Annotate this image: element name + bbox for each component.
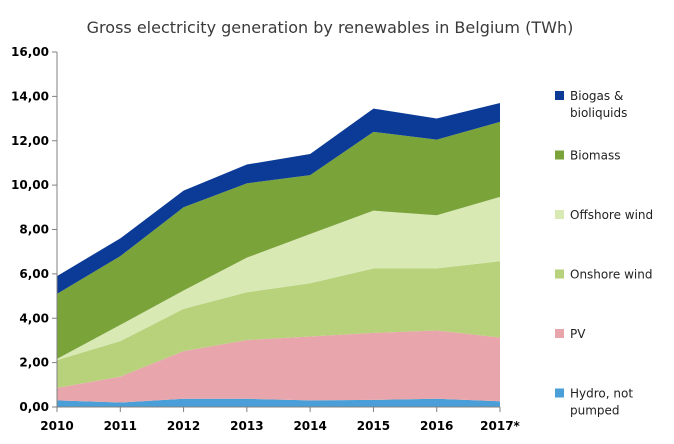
legend-label: Onshore wind (570, 268, 653, 282)
legend-item-hydro-not-pumped: Hydro, not pumped (555, 387, 633, 418)
y-axis-ticks: 0,00 2,00 4,00 6,00 8,00 10,00 12,00 14,00 16,00 (11, 45, 57, 414)
legend-label: Offshore wind (570, 208, 653, 222)
legend-swatch (555, 388, 564, 398)
x-tick-label: 2013 (230, 419, 263, 433)
legend-label: Hydro, not pumped (570, 387, 633, 418)
legend-label: PV (570, 327, 586, 341)
legend-item-biomass: Biomass (555, 149, 620, 163)
x-axis-ticks: 2010 2011 2012 2013 2014 2015 2016 2017* (40, 407, 521, 433)
area-onshore-wind (57, 261, 500, 388)
legend-swatch (555, 329, 564, 338)
legend-item-onshore-wind: Onshore wind (555, 268, 653, 282)
legend-swatch (555, 269, 564, 279)
legend-label-line: PV (570, 327, 586, 341)
x-tick-label: 2014 (293, 419, 326, 433)
legend-label-line: Biogas & (570, 89, 623, 103)
y-tick-label: 14,00 (11, 89, 49, 103)
legend-label: Biogas & bioliquids (570, 89, 627, 120)
legend-label-line: Offshore wind (570, 208, 653, 222)
legend-label-line: pumped (570, 404, 620, 418)
legend-label: Biomass (570, 149, 620, 163)
y-tick-label: 6,00 (19, 267, 49, 281)
x-tick-label: 2016 (420, 419, 453, 433)
chart-title: Gross electricity generation by renewabl… (87, 18, 574, 37)
area-pv (57, 330, 500, 403)
y-tick-label: 0,00 (19, 400, 49, 414)
y-tick-label: 8,00 (19, 223, 49, 237)
y-tick-label: 12,00 (11, 134, 49, 148)
legend-label-line: bioliquids (570, 106, 627, 120)
x-tick-label: 2017* (480, 419, 520, 433)
x-tick-label: 2012 (167, 419, 200, 433)
legend-label-line: Onshore wind (570, 268, 653, 282)
x-tick-label: 2015 (357, 419, 390, 433)
y-tick-label: 16,00 (11, 45, 49, 59)
plot-areas (57, 103, 500, 407)
x-tick-label: 2011 (104, 419, 137, 433)
area-biogas-bioliquids (57, 103, 500, 294)
x-tick-label: 2010 (40, 419, 73, 433)
y-tick-label: 2,00 (19, 356, 49, 370)
legend-swatch (555, 210, 564, 219)
legend-label-line: Biomass (570, 149, 620, 163)
legend-swatch (555, 91, 564, 100)
legend: Biogas & bioliquids Biomass Offshore wind On… (555, 89, 653, 418)
y-tick-label: 4,00 (19, 311, 49, 325)
area-biomass (57, 121, 500, 359)
area-hydro-not-pumped (57, 398, 500, 407)
legend-swatch (555, 150, 564, 160)
area-offshore-wind (57, 196, 500, 361)
legend-item-offshore-wind: Offshore wind (555, 208, 653, 222)
legend-item-biogas-bioliquids: Biogas & bioliquids (555, 89, 627, 120)
y-tick-label: 10,00 (11, 178, 49, 192)
legend-label-line: Hydro, not (570, 387, 633, 401)
legend-item-pv: PV (555, 327, 586, 341)
